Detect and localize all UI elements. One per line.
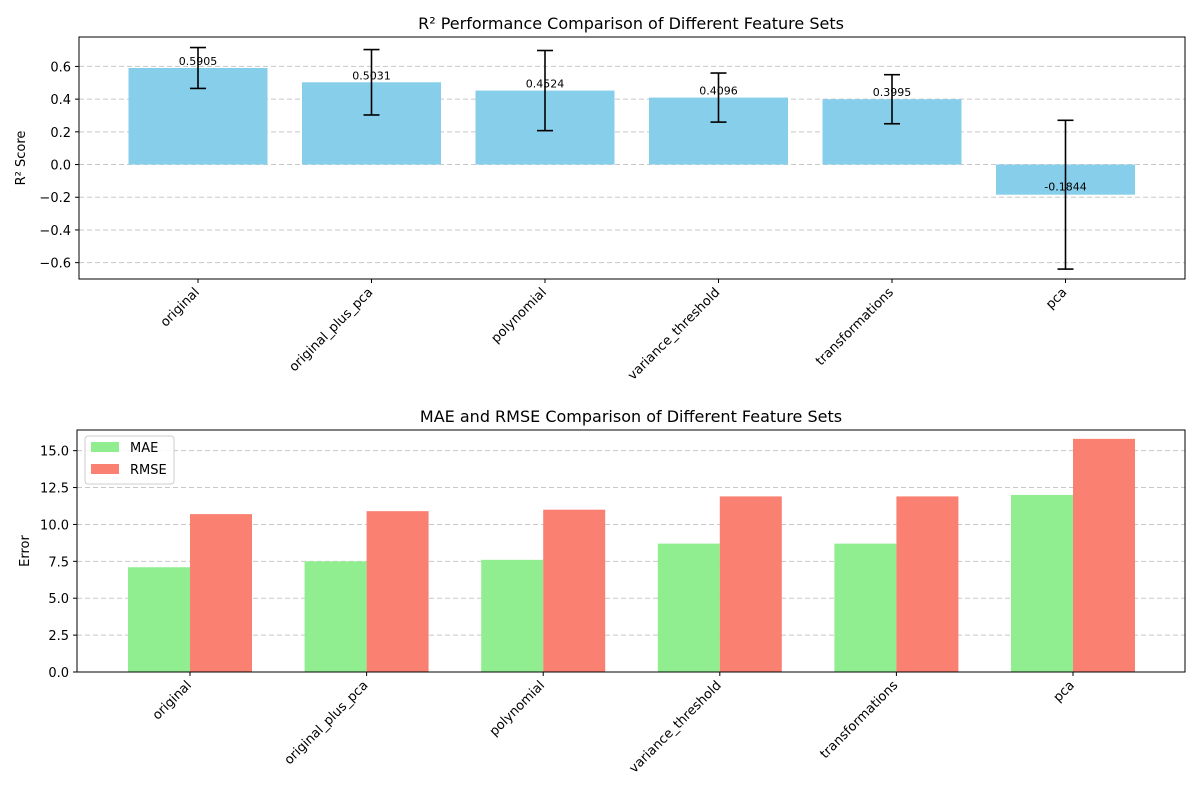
- error-legend: MAE RMSE: [84, 435, 175, 485]
- rmse-bar: [190, 514, 252, 672]
- legend-label-mae: MAE: [130, 441, 158, 456]
- r2-x-tick-label: transformations: [813, 285, 897, 369]
- rmse-bar: [543, 509, 606, 672]
- legend-swatch-mae: [91, 442, 119, 452]
- mae-bar: [304, 561, 367, 672]
- error-x-tick-label: polynomial: [487, 678, 548, 739]
- r2-error-bars: [190, 46, 1074, 270]
- rmse-bar: [366, 511, 429, 672]
- error-x-tick-label: original: [150, 678, 195, 723]
- r2-y-tick-label: 0.4: [50, 93, 71, 108]
- r2-y-axis-label: R² Score: [14, 131, 29, 186]
- r2-x-tick-label: original_plus_pca: [287, 285, 377, 375]
- r2-y-tick-label: 0.2: [50, 126, 71, 141]
- error-y-tick-label: 7.5: [48, 555, 69, 570]
- error-x-tick-label: original_plus_pca: [282, 678, 372, 768]
- r2-y-ticks: −0.6 −0.4 −0.2 0.0 0.2 0.4 0.6: [39, 60, 79, 272]
- error-y-tick-label: 10.0: [40, 518, 69, 533]
- mae-bar: [128, 567, 190, 672]
- r2-y-tick-label: −0.2: [39, 191, 71, 206]
- legend-label-rmse: RMSE: [130, 463, 167, 478]
- error-y-tick-label: 15.0: [40, 445, 69, 460]
- error-x-tick-label: variance_threshold: [627, 678, 725, 776]
- r2-chart-title: R² Performance Comparison of Different F…: [418, 14, 844, 33]
- error-gridlines: [77, 450, 1185, 636]
- error-bars: [128, 438, 1135, 672]
- error-x-tick-label: pca: [1051, 678, 1078, 705]
- error-x-ticks: original original_plus_pca polynomial varia…: [150, 672, 1078, 776]
- r2-y-tick-label: −0.6: [39, 257, 71, 272]
- r2-plot-frame: [78, 36, 1186, 280]
- r2-data-label: 0.3995: [873, 86, 912, 99]
- r2-y-tick-label: 0.6: [50, 60, 71, 75]
- r2-x-tick-label: original: [158, 285, 203, 330]
- r2-x-tick-label: variance_threshold: [625, 285, 723, 383]
- error-y-tick-label: 12.5: [40, 482, 69, 497]
- r2-x-tick-label: polynomial: [489, 285, 550, 346]
- error-y-tick-label: 2.5: [48, 629, 69, 644]
- error-chart: MAE and RMSE Comparison of Different Fea…: [18, 407, 1186, 776]
- r2-data-label: -0.1844: [1044, 181, 1086, 194]
- error-y-ticks: 0.0 2.5 5.0 7.5 10.0 12.5 15.0: [40, 445, 77, 681]
- rmse-bar: [719, 496, 782, 672]
- r2-data-label: 0.5905: [179, 55, 218, 68]
- r2-data-label: 0.5031: [352, 69, 391, 82]
- rmse-bar: [1073, 438, 1135, 672]
- r2-chart: R² Performance Comparison of Different F…: [14, 14, 1186, 383]
- r2-data-label: 0.4096: [699, 85, 738, 98]
- mae-bar: [481, 559, 544, 672]
- r2-x-tick-label: pca: [1043, 285, 1070, 312]
- error-plot-frame: [76, 429, 1186, 673]
- mae-bar: [1011, 494, 1073, 672]
- error-y-tick-label: 5.0: [48, 592, 69, 607]
- r2-data-labels: 0.5905 0.5031 0.4524 0.4096 0.3995 -0.1844: [179, 55, 1087, 194]
- error-chart-title: MAE and RMSE Comparison of Different Fea…: [420, 407, 842, 426]
- error-y-axis-label: Error: [18, 535, 33, 567]
- r2-data-label: 0.4524: [526, 78, 565, 91]
- legend-swatch-rmse: [91, 464, 119, 474]
- r2-y-tick-label: −0.4: [39, 224, 71, 239]
- rmse-bar: [896, 496, 959, 672]
- error-y-tick-label: 0.0: [48, 666, 69, 681]
- r2-x-ticks: original original_plus_pca polynomial varia…: [158, 279, 1070, 383]
- mae-bar: [834, 543, 897, 672]
- r2-y-tick-label: 0.0: [50, 159, 71, 174]
- error-x-tick-label: transformations: [818, 678, 902, 762]
- mae-bar: [657, 543, 720, 672]
